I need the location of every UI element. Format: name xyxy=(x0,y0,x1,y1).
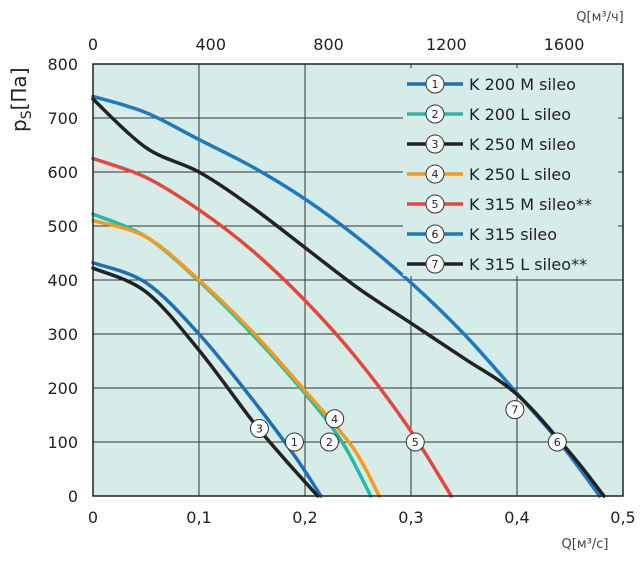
legend-item: 7 K 315 L sileo** xyxy=(407,254,587,274)
top-tick-label: 1600 xyxy=(544,35,585,54)
series-line-1 xyxy=(91,260,323,498)
y-tick-label: 700 xyxy=(47,109,78,128)
curve-marker-circle xyxy=(505,400,525,420)
curve-marker-1: 1 xyxy=(284,432,304,452)
legend-label: K 315 sileo xyxy=(469,225,557,244)
legend-marker-circle xyxy=(425,194,445,214)
curve-marker-circle xyxy=(547,432,567,452)
legend-marker-label: 6 xyxy=(432,228,439,241)
legend-marker-circle xyxy=(425,134,445,154)
plot-frame xyxy=(92,63,624,497)
y-axis-label: pS[Па] xyxy=(7,68,35,133)
curve-marker-7: 7 xyxy=(505,400,525,420)
series-line-7 xyxy=(91,97,606,498)
y-tick-label: 0 xyxy=(68,487,78,506)
curve-marker-label: 6 xyxy=(554,436,561,449)
curve-marker-6: 6 xyxy=(547,432,567,452)
curve-marker-circle xyxy=(405,432,425,452)
series-line-4 xyxy=(91,218,381,498)
legend-marker-label: 2 xyxy=(432,108,439,121)
curve-marker-2: 2 xyxy=(319,432,339,452)
legend-marker-circle xyxy=(425,74,445,94)
legend-marker-circle xyxy=(425,164,445,184)
series-line-5 xyxy=(91,156,454,498)
legend-item: 5 K 315 M sileo** xyxy=(407,194,592,214)
curve-marker-5: 5 xyxy=(405,432,425,452)
y-tick-label: 300 xyxy=(47,325,78,344)
curve-marker-label: 7 xyxy=(511,404,518,417)
y-axis-label-p: p xyxy=(7,119,31,132)
y-axis-label-s: S xyxy=(19,110,35,119)
top-tick-label: 400 xyxy=(196,35,227,54)
y-tick-label: 800 xyxy=(47,55,78,74)
x-tick-label: 0 xyxy=(88,508,98,527)
x-tick-label: 0,1 xyxy=(186,508,211,527)
legend-marker-label: 3 xyxy=(432,138,439,151)
legend-item: 3 K 250 M sileo xyxy=(407,134,576,154)
x-tick-labels: 0 0,1 0,2 0,3 0,4 0,5 xyxy=(88,508,636,527)
x-tick-label: 0,2 xyxy=(292,508,317,527)
curve-marker-label: 1 xyxy=(291,436,298,449)
top-tick-label: 800 xyxy=(313,35,344,54)
legend-marker-label: 7 xyxy=(432,258,439,271)
legend-marker-label: 4 xyxy=(432,168,439,181)
curve-marker-circle xyxy=(319,432,339,452)
legend-label: K 250 L sileo xyxy=(469,165,571,184)
legend-item: 6 K 315 sileo xyxy=(407,224,557,244)
y-tick-label: 200 xyxy=(47,379,78,398)
curve-marker-circle xyxy=(249,419,269,438)
legend-label: K 315 L sileo** xyxy=(469,255,587,274)
curve-marker-label: 5 xyxy=(412,436,419,449)
y-tick-label: 400 xyxy=(47,271,78,290)
y-tick-labels: 0 100 200 300 400 500 600 700 800 xyxy=(47,55,78,506)
top-tick-label: 1200 xyxy=(426,35,467,54)
y-tick-label: 500 xyxy=(47,217,78,236)
top-tick-labels: 0 400 800 1200 1600 xyxy=(88,35,585,54)
x-tick-label: 0,5 xyxy=(610,508,635,527)
curve-markers: 1 2 3 4 5 6 7 xyxy=(249,400,567,452)
legend-marker-circle xyxy=(425,104,445,124)
legend-label: K 200 L sileo xyxy=(469,105,571,124)
curve-marker-circle xyxy=(284,432,304,452)
legend-marker-label: 1 xyxy=(432,78,439,91)
curve-marker-3: 3 xyxy=(249,419,269,438)
legend: 1 K 200 M sileo 2 K 200 L sileo 3 K 250 M sil… xyxy=(403,68,618,276)
curve-marker-label: 4 xyxy=(331,413,338,426)
legend-item: 2 K 200 L sileo xyxy=(407,104,571,124)
curve-marker-4: 4 xyxy=(325,409,345,429)
legend-label: K 315 M sileo** xyxy=(469,195,592,214)
x-axis-label-top: Q[м³/ч] xyxy=(576,10,623,25)
legend-marker-circle xyxy=(425,224,445,244)
legend-marker-circle xyxy=(425,254,445,274)
curve-marker-label: 3 xyxy=(256,423,263,436)
curves xyxy=(91,94,606,498)
x-tick-label: 0,3 xyxy=(398,508,423,527)
curve-marker-circle xyxy=(325,409,345,429)
legend-label: K 250 M sileo xyxy=(469,135,576,154)
legend-item: 4 K 250 L sileo xyxy=(407,164,571,184)
y-axis-label-unit: [Па] xyxy=(7,68,31,111)
legend-label: K 200 M sileo xyxy=(469,75,576,94)
series-line-3 xyxy=(91,266,320,498)
curve-marker-label: 2 xyxy=(326,436,333,449)
y-tick-label: 600 xyxy=(47,163,78,182)
x-tick-label: 0,4 xyxy=(504,508,529,527)
legend-marker-label: 5 xyxy=(432,198,439,211)
x-axis-label-bottom: Q[м³/с] xyxy=(562,537,609,552)
legend-item: 1 K 200 M sileo xyxy=(407,74,576,94)
top-tick-label: 0 xyxy=(88,35,98,54)
y-tick-label: 100 xyxy=(47,433,78,452)
